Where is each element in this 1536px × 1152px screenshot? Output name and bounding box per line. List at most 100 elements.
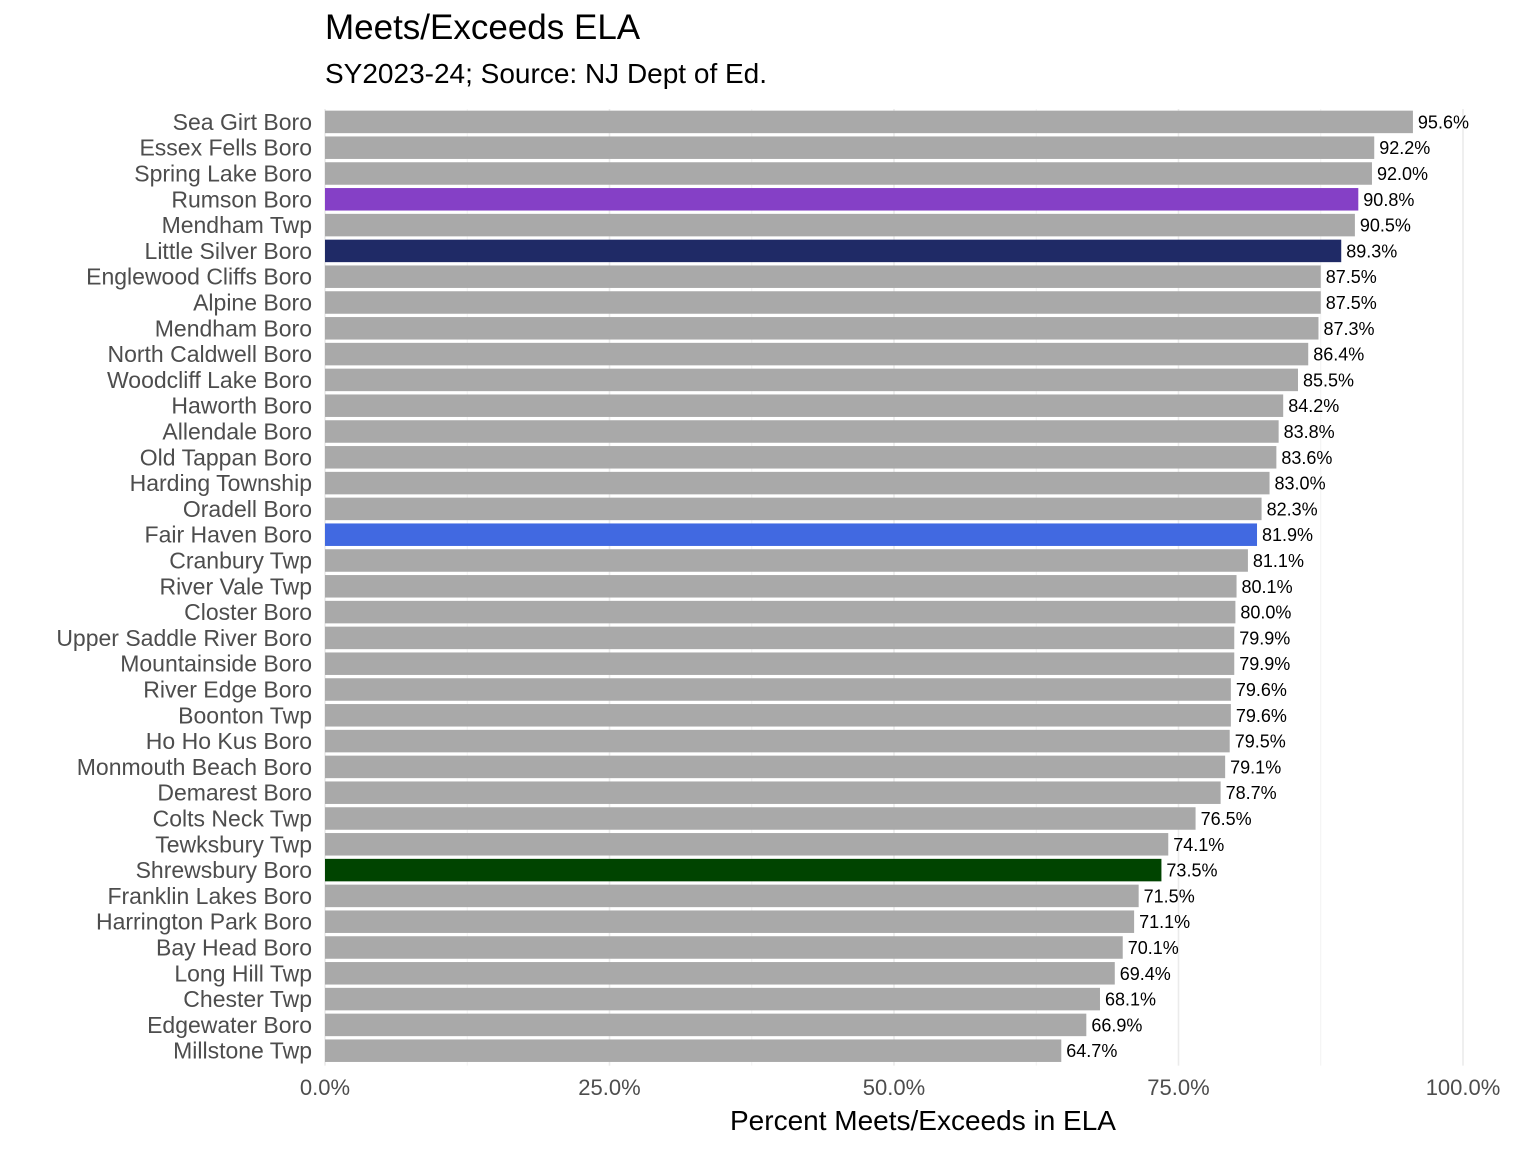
- value-label: 87.5%: [1326, 293, 1377, 313]
- value-label: 83.6%: [1281, 448, 1332, 468]
- bar: [325, 317, 1319, 340]
- category-label: Fair Haven Boro: [145, 522, 312, 548]
- value-label: 68.1%: [1105, 990, 1156, 1010]
- chart-title: Meets/Exceeds ELA: [325, 8, 641, 47]
- bar: [325, 213, 1355, 237]
- bar: [325, 884, 1139, 908]
- bar: [325, 342, 1309, 366]
- bar: [325, 678, 1231, 701]
- bar: [325, 575, 1237, 598]
- bar: [325, 136, 1375, 159]
- value-label: 90.5%: [1360, 216, 1411, 236]
- category-label: Mendham Twp: [162, 212, 312, 238]
- bar: [325, 781, 1221, 804]
- category-label: Allendale Boro: [162, 419, 312, 445]
- category-label: North Caldwell Boro: [107, 341, 312, 367]
- category-label: Rumson Boro: [171, 186, 312, 212]
- bar: [325, 239, 1342, 263]
- category-label: Monmouth Beach Boro: [77, 754, 312, 780]
- category-label: Tewksbury Twp: [155, 831, 312, 857]
- category-label: Oradell Boro: [183, 496, 312, 522]
- category-label: Ho Ho Kus Boro: [146, 728, 312, 754]
- category-label: Woodcliff Lake Boro: [107, 367, 312, 393]
- x-tick-label: 100.0%: [1426, 1075, 1501, 1100]
- category-label: Chester Twp: [183, 986, 312, 1012]
- bar: [325, 910, 1135, 933]
- value-label: 90.8%: [1363, 190, 1414, 210]
- value-label: 73.5%: [1166, 861, 1217, 881]
- value-label: 79.6%: [1236, 680, 1287, 700]
- category-label: Shrewsbury Boro: [136, 857, 312, 883]
- bar: [325, 729, 1230, 753]
- bar: [325, 936, 1123, 959]
- chart-subtitle: SY2023-24; Source: NJ Dept of Ed.: [325, 58, 768, 89]
- category-label: Sea Girt Boro: [173, 109, 312, 135]
- bar: [325, 1039, 1062, 1062]
- value-label: 80.0%: [1240, 603, 1291, 623]
- category-label: Mendham Boro: [155, 315, 312, 341]
- category-label: Essex Fells Boro: [139, 135, 312, 161]
- x-tick-label: 75.0%: [1147, 1075, 1209, 1100]
- bar: [325, 704, 1231, 727]
- category-label: Mountainside Boro: [120, 651, 312, 677]
- bar: [325, 833, 1169, 856]
- value-label: 74.1%: [1173, 835, 1224, 855]
- value-label: 79.5%: [1235, 732, 1286, 752]
- category-label: Old Tappan Boro: [140, 444, 312, 470]
- value-label: 69.4%: [1120, 964, 1171, 984]
- value-label: 81.1%: [1253, 551, 1304, 571]
- value-label: 64.7%: [1066, 1041, 1117, 1061]
- category-label: Edgewater Boro: [147, 1012, 312, 1038]
- value-label: 78.7%: [1226, 783, 1277, 803]
- category-label: Colts Neck Twp: [153, 806, 312, 832]
- category-label: River Edge Boro: [143, 677, 312, 703]
- category-label: Alpine Boro: [193, 290, 312, 316]
- value-label: 86.4%: [1313, 345, 1364, 365]
- bar: [325, 600, 1236, 624]
- bar: [325, 987, 1100, 1011]
- value-label: 87.3%: [1323, 319, 1374, 339]
- x-tick-label: 0.0%: [300, 1075, 350, 1100]
- value-label: 80.1%: [1242, 577, 1293, 597]
- category-label: Bay Head Boro: [156, 935, 312, 961]
- value-labels: 95.6% 92.2% 92.0% 90.8% 90.5% 89.3% 87.5% 87.5%…: [1066, 112, 1469, 1061]
- x-tick-label: 25.0%: [578, 1075, 640, 1100]
- category-label: River Vale Twp: [159, 573, 312, 599]
- category-label: Franklin Lakes Boro: [107, 883, 312, 909]
- category-label: Millstone Twp: [173, 1038, 312, 1064]
- bar: [325, 394, 1284, 417]
- value-label: 79.1%: [1230, 757, 1281, 777]
- category-label: Little Silver Boro: [145, 238, 312, 264]
- bar: [325, 549, 1248, 572]
- value-label: 79.9%: [1239, 654, 1290, 674]
- value-label: 81.9%: [1262, 525, 1313, 545]
- category-label: Closter Boro: [184, 599, 312, 625]
- category-label: Boonton Twp: [178, 702, 312, 728]
- value-label: 85.5%: [1303, 370, 1354, 390]
- bar: [325, 368, 1298, 392]
- value-label: 83.8%: [1284, 422, 1335, 442]
- bar: [325, 523, 1258, 546]
- bar: [325, 1013, 1087, 1037]
- bar: [325, 291, 1321, 314]
- bar: [325, 858, 1162, 882]
- bar: [325, 497, 1262, 521]
- value-label: 92.2%: [1379, 138, 1430, 158]
- bar: [325, 626, 1235, 650]
- category-label: Upper Saddle River Boro: [56, 625, 312, 651]
- value-label: 79.6%: [1236, 706, 1287, 726]
- category-label: Englewood Cliffs Boro: [86, 264, 312, 290]
- x-axis-title: Percent Meets/Exceeds in ELA: [730, 1105, 1116, 1136]
- value-label: 66.9%: [1091, 1015, 1142, 1035]
- bar: [325, 652, 1235, 675]
- category-label: Long Hill Twp: [174, 960, 312, 986]
- category-label: Harrington Park Boro: [96, 909, 312, 935]
- category-label: Spring Lake Boro: [134, 161, 312, 187]
- bar: [325, 471, 1270, 495]
- value-label: 82.3%: [1267, 499, 1318, 519]
- value-label: 79.9%: [1239, 628, 1290, 648]
- bar: [325, 446, 1277, 469]
- bar: [325, 962, 1115, 985]
